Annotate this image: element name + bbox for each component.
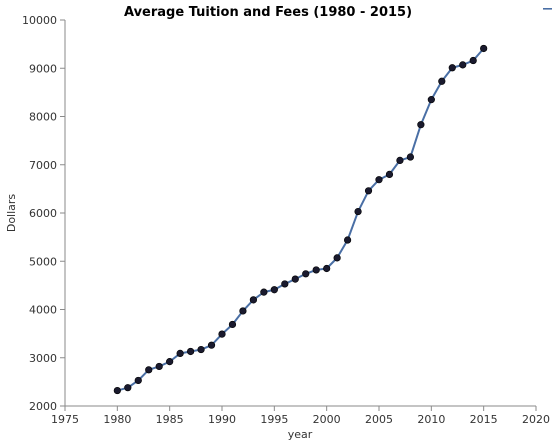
data-point <box>124 384 132 392</box>
data-point <box>228 320 237 329</box>
x-tick-label: 1990 <box>208 413 236 426</box>
data-point <box>197 345 205 354</box>
y-tick-label: 8000 <box>29 111 57 124</box>
y-tick-label: 10000 <box>22 14 57 27</box>
data-point <box>145 366 153 374</box>
axes <box>64 20 536 407</box>
y-tick-label: 6000 <box>29 207 57 220</box>
y-tick-label: 2000 <box>29 400 57 413</box>
y-tick-label: 7000 <box>29 159 57 172</box>
data-point <box>438 77 446 85</box>
data-point <box>187 347 195 356</box>
legend-marker <box>543 8 552 10</box>
x-tick-label: 2000 <box>313 413 341 426</box>
x-axis-ticks: 1975 1980 1985 1990 1995 2000 2005 2010 2015 2020 <box>51 406 550 426</box>
y-tick-label: 5000 <box>29 255 57 268</box>
data-point <box>218 330 226 338</box>
y-tick-label: 3000 <box>29 352 57 365</box>
y-axis-title: Dollars <box>5 194 18 233</box>
data-point <box>166 358 174 366</box>
data-point <box>270 286 278 294</box>
data-point <box>155 362 163 371</box>
x-tick-label: 1975 <box>51 413 79 426</box>
data-point <box>312 266 320 274</box>
x-tick-label: 2020 <box>522 413 550 426</box>
data-point <box>239 307 247 315</box>
data-point <box>417 121 425 129</box>
data-point <box>207 341 216 349</box>
data-point <box>480 44 488 53</box>
data-point <box>354 207 362 216</box>
data-point <box>396 156 404 165</box>
x-tick-label: 1985 <box>156 413 184 426</box>
data-point <box>448 64 456 72</box>
data-point <box>375 176 383 184</box>
data-point <box>385 170 394 178</box>
data-point <box>323 264 331 273</box>
data-point <box>249 296 257 304</box>
y-tick-label: 4000 <box>29 304 57 317</box>
x-axis-title: year <box>288 428 313 441</box>
data-point <box>469 56 477 65</box>
data-point <box>281 280 289 288</box>
data-point <box>260 288 268 296</box>
data-point <box>176 349 184 358</box>
data-point <box>427 96 435 104</box>
chart-title: Average Tuition and Fees (1980 - 2015) <box>124 5 412 20</box>
data-point <box>406 153 415 161</box>
data-point <box>291 275 299 283</box>
data-point <box>344 236 352 244</box>
x-tick-label: 1980 <box>103 413 131 426</box>
series-layer <box>113 44 488 395</box>
data-point <box>113 386 121 395</box>
data-point <box>302 270 310 278</box>
y-tick-label: 9000 <box>29 62 57 75</box>
y-axis-ticks: 2000 3000 4000 5000 6000 7000 8000 9000 10000 <box>22 14 65 413</box>
x-tick-label: 2015 <box>470 413 498 426</box>
x-tick-label: 2010 <box>417 413 445 426</box>
data-point <box>364 187 373 195</box>
data-point <box>459 61 467 69</box>
data-point <box>134 376 142 385</box>
data-point <box>333 254 341 262</box>
x-tick-label: 1995 <box>260 413 288 426</box>
x-tick-label: 2005 <box>365 413 393 426</box>
